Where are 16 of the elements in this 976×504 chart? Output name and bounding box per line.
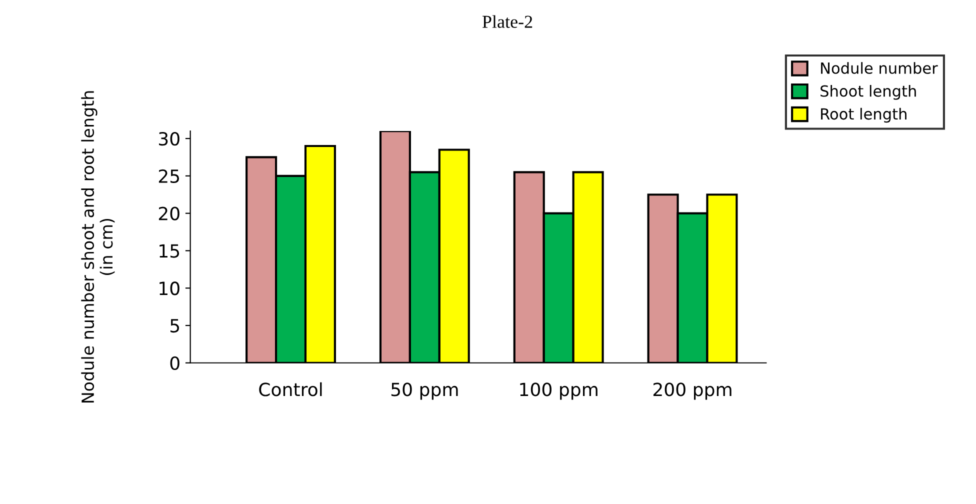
y-tick-label: 5	[170, 319, 180, 333]
y-tick-label: 10	[160, 282, 180, 296]
y-tick-label: 0	[170, 356, 180, 370]
legend-label: Shoot length	[820, 84, 916, 100]
y-tick-label: 30	[159, 132, 180, 146]
x-tick-label: 100 ppm	[520, 382, 598, 400]
chart-title: Plate-2	[482, 15, 532, 28]
x-tick-label: 50 ppm	[391, 382, 458, 400]
y-tick-label: 20	[158, 206, 180, 220]
y-axis-title: Nodule number shoot and root length (in cm)	[81, 91, 115, 402]
legend-label: Root length	[821, 108, 906, 123]
y-tick-label: 15	[160, 244, 180, 258]
x-tick-label: 200 ppm	[653, 382, 732, 400]
y-tick-label: 25	[158, 169, 180, 184]
x-tick-label: Control	[259, 382, 322, 396]
legend-label: Nodule number	[821, 62, 938, 74]
